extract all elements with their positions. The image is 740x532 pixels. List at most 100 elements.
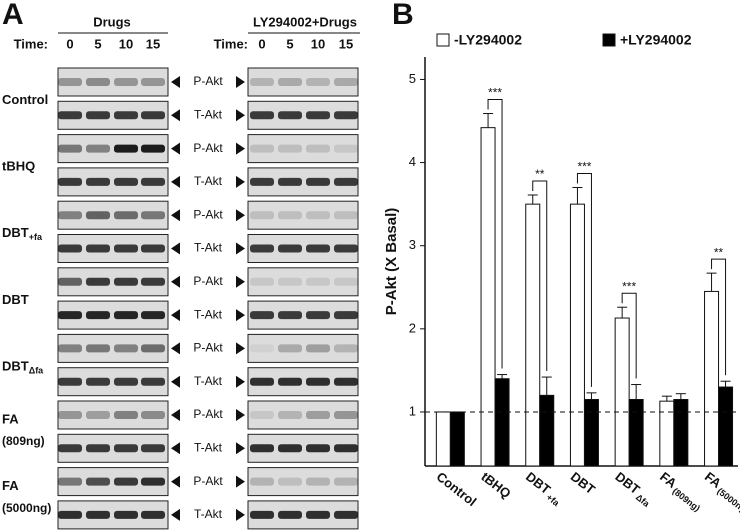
band bbox=[58, 144, 82, 153]
band bbox=[250, 211, 274, 220]
band bbox=[306, 510, 330, 519]
band bbox=[250, 444, 274, 453]
sig-bracket bbox=[621, 292, 637, 379]
blot bbox=[247, 267, 359, 297]
band-label: T-Akt bbox=[194, 107, 223, 121]
bar bbox=[449, 411, 465, 467]
panel-label: A bbox=[2, 0, 24, 31]
header: LY294002+Drugs bbox=[253, 14, 357, 29]
band bbox=[306, 211, 330, 220]
x-tick-label: DBT+fa bbox=[522, 469, 566, 509]
band bbox=[306, 444, 330, 453]
text-part: DBT bbox=[2, 359, 29, 374]
band bbox=[334, 177, 358, 186]
bar bbox=[718, 386, 734, 467]
band bbox=[306, 177, 330, 186]
band bbox=[86, 444, 110, 453]
bar bbox=[480, 127, 496, 467]
band bbox=[58, 444, 82, 453]
band bbox=[278, 411, 302, 419]
band bbox=[58, 244, 82, 253]
time: 15 bbox=[146, 36, 160, 51]
band bbox=[334, 311, 358, 320]
bar bbox=[539, 394, 555, 467]
band bbox=[250, 311, 274, 320]
row-label: (5000ng) bbox=[2, 501, 51, 515]
band bbox=[278, 477, 302, 486]
band bbox=[86, 377, 110, 386]
arrow bbox=[236, 508, 245, 521]
band bbox=[86, 311, 110, 320]
x-tick-label: DBT bbox=[567, 469, 597, 497]
text-part: Control bbox=[2, 92, 48, 107]
band bbox=[114, 144, 138, 153]
y-tick-label: 2 bbox=[409, 320, 416, 335]
text-part: DBT bbox=[2, 292, 29, 307]
band bbox=[86, 411, 110, 419]
text-part: tBHQ bbox=[2, 159, 35, 174]
row-label: DBTΔfa bbox=[2, 359, 44, 376]
sig-bracket bbox=[576, 173, 592, 387]
text-part: +fa bbox=[29, 233, 43, 243]
band bbox=[334, 444, 358, 453]
band-label: P-Akt bbox=[193, 141, 223, 155]
blot bbox=[247, 134, 359, 164]
band bbox=[58, 477, 82, 486]
band bbox=[86, 510, 110, 519]
sig-label: ** bbox=[535, 167, 545, 181]
band bbox=[141, 78, 165, 86]
band bbox=[250, 78, 274, 86]
band bbox=[141, 311, 165, 320]
arrow bbox=[236, 175, 245, 188]
arrow bbox=[171, 309, 180, 322]
band-label: T-Akt bbox=[194, 507, 223, 521]
arrow bbox=[171, 275, 180, 288]
band bbox=[58, 411, 82, 419]
band bbox=[58, 78, 82, 86]
arrow bbox=[236, 309, 245, 322]
band bbox=[141, 177, 165, 186]
bar bbox=[673, 398, 689, 467]
band bbox=[278, 344, 302, 353]
bar bbox=[583, 398, 599, 467]
sig-bracket bbox=[532, 180, 548, 372]
blot bbox=[57, 67, 169, 97]
legend-swatch bbox=[602, 33, 616, 47]
band bbox=[114, 277, 138, 286]
band bbox=[86, 78, 110, 86]
blot bbox=[247, 67, 359, 97]
band bbox=[58, 510, 82, 519]
legend-label: -LY294002 bbox=[454, 32, 522, 48]
text-part: +fa bbox=[544, 492, 561, 509]
row-label: Control bbox=[2, 92, 48, 107]
arrow bbox=[236, 76, 245, 88]
y-axis-label: P-Akt (X Basal) bbox=[383, 208, 400, 316]
y-tick-label: 1 bbox=[409, 403, 416, 418]
band-label: P-Akt bbox=[193, 207, 223, 221]
band bbox=[58, 111, 82, 120]
band-label: T-Akt bbox=[194, 440, 223, 454]
band-label: P-Akt bbox=[193, 407, 223, 421]
band bbox=[114, 477, 138, 486]
time: 10 bbox=[119, 36, 133, 51]
arrow bbox=[171, 109, 180, 122]
band-label: T-Akt bbox=[194, 174, 223, 188]
band bbox=[58, 211, 82, 220]
header: Drugs bbox=[93, 14, 131, 29]
arrow bbox=[236, 242, 245, 255]
sig-label: ** bbox=[714, 245, 724, 259]
text-part: Δfa bbox=[634, 492, 652, 509]
x-tick-label: DBTΔfa bbox=[611, 469, 656, 510]
panel-label: B bbox=[392, 0, 414, 31]
legend-swatch bbox=[436, 33, 450, 47]
time: 5 bbox=[94, 36, 101, 51]
sig-bracket bbox=[711, 258, 727, 376]
x-tick-label: Control bbox=[433, 469, 479, 509]
time-label: Time: bbox=[14, 36, 48, 51]
band bbox=[334, 277, 358, 286]
arrow bbox=[236, 209, 245, 222]
band bbox=[141, 211, 165, 220]
band bbox=[334, 144, 358, 153]
band bbox=[306, 144, 330, 153]
band bbox=[141, 344, 165, 353]
